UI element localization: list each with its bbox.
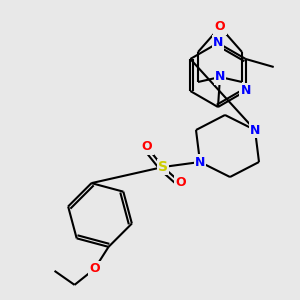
Text: O: O bbox=[176, 176, 186, 190]
Text: N: N bbox=[241, 85, 251, 98]
Text: N: N bbox=[195, 155, 205, 169]
Text: O: O bbox=[215, 20, 225, 34]
Text: O: O bbox=[142, 140, 152, 154]
Text: N: N bbox=[215, 70, 225, 83]
Text: N: N bbox=[250, 124, 260, 136]
Text: N: N bbox=[213, 37, 223, 50]
Text: O: O bbox=[89, 262, 100, 275]
Text: S: S bbox=[158, 160, 168, 174]
